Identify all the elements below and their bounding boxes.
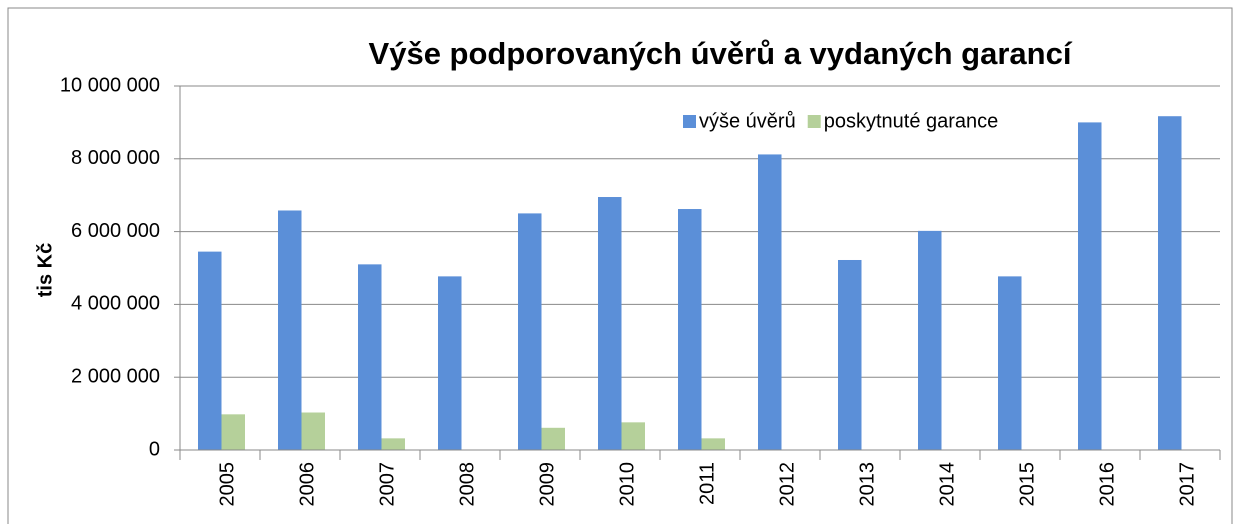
bar bbox=[1158, 116, 1182, 450]
x-tick-label: 2008 bbox=[456, 462, 478, 507]
x-tick-label: 2017 bbox=[1176, 462, 1198, 507]
y-tick-label: 6 000 000 bbox=[71, 220, 160, 242]
bar bbox=[621, 422, 645, 450]
bar bbox=[701, 438, 725, 450]
x-tick-label: 2006 bbox=[296, 462, 318, 507]
bar bbox=[518, 213, 542, 450]
legend-label: výše úvěrů bbox=[699, 110, 796, 132]
x-tick-label: 2013 bbox=[856, 462, 878, 507]
bar bbox=[598, 197, 622, 450]
legend-swatch bbox=[807, 115, 821, 128]
y-tick-label: 10 000 000 bbox=[60, 74, 160, 96]
y-tick-label: 0 bbox=[149, 438, 160, 460]
bar bbox=[358, 264, 382, 450]
chart-title: Výše podporovaných úvěrů a vydaných gara… bbox=[369, 36, 1073, 71]
x-tick-label: 2007 bbox=[376, 462, 398, 507]
bar bbox=[541, 427, 565, 450]
x-tick-label: 2016 bbox=[1096, 462, 1118, 507]
bar bbox=[198, 251, 222, 450]
y-tick-label: 4 000 000 bbox=[71, 293, 160, 315]
x-tick-label: 2005 bbox=[216, 462, 238, 507]
x-tick-label: 2009 bbox=[536, 462, 558, 507]
bar bbox=[918, 230, 942, 450]
y-axis-title: tis Kč bbox=[34, 243, 56, 297]
bar bbox=[438, 276, 462, 450]
bar bbox=[221, 414, 245, 450]
x-tick-label: 2015 bbox=[1016, 462, 1038, 507]
bar bbox=[278, 210, 302, 450]
bar bbox=[301, 412, 325, 450]
legend-swatch bbox=[683, 115, 696, 128]
y-tick-label: 2 000 000 bbox=[71, 365, 160, 387]
legend-label: poskytnuté garance bbox=[824, 110, 999, 132]
bar bbox=[998, 276, 1022, 450]
bar bbox=[838, 259, 862, 450]
x-tick-label: 2012 bbox=[776, 462, 798, 507]
bar bbox=[678, 209, 702, 450]
bar bbox=[1078, 122, 1102, 451]
x-tick-label: 2014 bbox=[936, 462, 958, 507]
y-tick-label: 8 000 000 bbox=[71, 147, 160, 169]
bar bbox=[758, 154, 782, 450]
bar bbox=[381, 438, 405, 450]
x-tick-label: 2010 bbox=[616, 462, 638, 507]
x-tick-label: 2011 bbox=[696, 462, 718, 505]
